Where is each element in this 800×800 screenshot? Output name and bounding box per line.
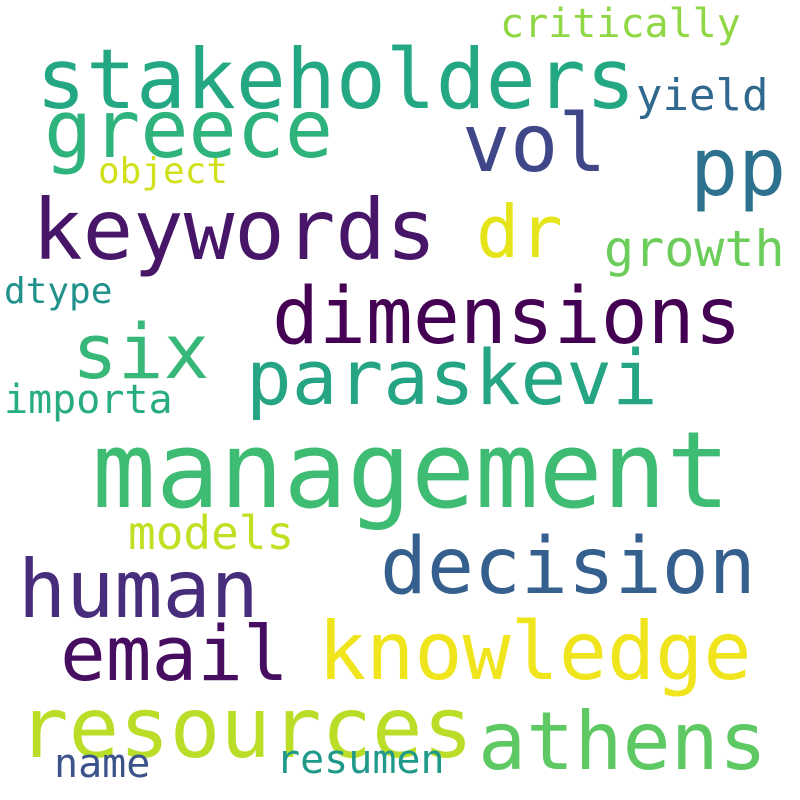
word-greece: greece xyxy=(44,83,333,176)
word-keywords: keywords xyxy=(32,181,437,279)
word-email: email xyxy=(60,609,289,698)
word-dr: dr xyxy=(476,190,563,274)
word-stakeholders: stakeholders xyxy=(36,31,636,128)
word-dtype: dtype xyxy=(4,271,113,312)
word-management: management xyxy=(92,409,731,532)
word-dimensions: dimensions xyxy=(272,272,742,362)
word-human: human xyxy=(18,543,259,636)
word-paraskevi: paraskevi xyxy=(246,333,658,422)
word-models: models xyxy=(128,506,295,560)
word-yield: yield xyxy=(636,70,769,121)
word-critically: critically xyxy=(500,1,741,47)
word-importa: importa xyxy=(4,377,173,423)
word-knowledge: knowledge xyxy=(318,605,752,698)
word-resumen: resumen xyxy=(276,737,445,783)
word-object: object xyxy=(98,151,229,192)
word-resources: resources xyxy=(18,679,474,777)
word-six: six xyxy=(72,307,210,396)
word-pp: pp xyxy=(690,121,787,214)
word-athens: athens xyxy=(478,695,767,788)
word-growth: growth xyxy=(604,220,785,278)
word-vol: vol xyxy=(462,97,607,190)
word-name: name xyxy=(54,741,151,787)
word-decision: decision xyxy=(380,522,756,612)
